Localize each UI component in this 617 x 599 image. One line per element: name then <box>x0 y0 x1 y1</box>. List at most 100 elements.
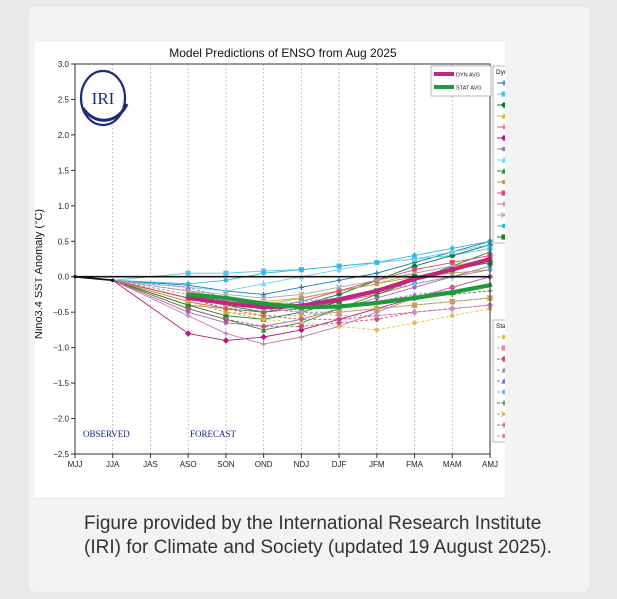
series-point <box>373 305 380 312</box>
legend-averages: DYN AVG STAT AVG <box>430 65 492 97</box>
x-tick-label: FMA <box>406 460 424 469</box>
series-point <box>336 284 343 291</box>
series-point <box>449 246 455 251</box>
x-tick-label: JJA <box>106 460 120 469</box>
series-point <box>260 323 267 330</box>
series-point <box>223 330 229 337</box>
legend-swatch-marker <box>501 124 505 130</box>
series-point <box>184 330 192 337</box>
legend-swatch-marker <box>500 134 505 142</box>
series-point <box>299 309 304 315</box>
series-point <box>185 284 191 290</box>
legend-swatch-marker <box>501 389 505 395</box>
series-point <box>411 291 418 298</box>
series-point <box>298 284 304 290</box>
legend-swatch-marker <box>501 190 505 196</box>
legend-swatch-marker <box>500 410 505 418</box>
legend-title: Dynamical Models <box>496 69 505 76</box>
series-point <box>412 253 417 258</box>
x-tick-label: MAM <box>443 460 462 469</box>
series-point <box>222 309 229 316</box>
legend-swatch-marker <box>501 367 505 373</box>
enso-plume-chart: Model Predictions of ENSO from Aug 2025 … <box>35 46 505 469</box>
series-point <box>412 285 417 290</box>
iri-logo-text: IRI <box>92 89 115 108</box>
legend-averages-box <box>430 65 492 97</box>
series-point <box>449 306 455 311</box>
series-point <box>185 281 191 287</box>
x-tick-label: ASO <box>180 460 197 469</box>
series-point <box>412 281 417 287</box>
series-point <box>335 319 343 327</box>
series-point <box>223 287 229 294</box>
series-point <box>261 341 267 347</box>
series-line <box>112 240 491 285</box>
legend-swatch-marker <box>501 113 505 119</box>
series-point <box>336 277 342 283</box>
y-tick-label: 1.5 <box>58 166 70 175</box>
forecast-label: FORECAST <box>190 429 237 439</box>
y-tick-label: −0.5 <box>53 308 69 317</box>
series-point <box>223 306 229 312</box>
x-tick-label: JAS <box>143 460 158 469</box>
series-point <box>298 326 305 334</box>
y-tick-label: 0.5 <box>58 237 70 246</box>
series-line <box>112 244 491 292</box>
x-tick-label: MJJ <box>68 460 83 469</box>
legend-box <box>492 65 505 244</box>
series-point <box>449 259 455 266</box>
legend-swatch-marker <box>501 223 505 229</box>
series-point <box>223 277 229 283</box>
series-point <box>261 316 266 322</box>
legend-swatch-marker <box>501 146 505 152</box>
series-point <box>336 266 342 273</box>
series-point <box>223 270 229 276</box>
legend-swatch-marker <box>501 422 505 428</box>
x-tick-label: SON <box>217 460 235 469</box>
y-tick-label: 2.5 <box>58 95 70 104</box>
average-series <box>186 256 493 310</box>
legend-dynamical-models: Dynamical ModelsAUS ACCESSBCC CMIPCMC CA… <box>492 65 505 244</box>
legend-swatch-marker <box>501 234 505 240</box>
series-point <box>184 305 192 312</box>
series-point <box>298 334 304 340</box>
legend-swatch-marker <box>501 168 505 174</box>
series-point <box>374 270 380 276</box>
x-tick-label: DJF <box>332 460 347 469</box>
y-tick-label: 1.0 <box>58 202 70 211</box>
series-point <box>299 267 304 272</box>
series-point <box>298 291 305 298</box>
observed-point <box>110 278 115 283</box>
legend-swatch-marker <box>501 179 505 185</box>
series-point <box>261 291 267 298</box>
enso-chart-figure: Model Predictions of ENSO from Aug 2025 … <box>35 42 505 497</box>
series-point <box>449 298 456 305</box>
series-point <box>373 277 380 284</box>
chart-title: Model Predictions of ENSO from Aug 2025 <box>169 46 397 60</box>
series-line <box>112 279 491 327</box>
legend-swatch-marker <box>500 211 505 219</box>
series-point <box>336 288 342 294</box>
series-point <box>374 291 380 298</box>
plot-frame <box>74 63 491 455</box>
legend-swatch-marker <box>500 101 505 109</box>
series-point <box>185 270 191 276</box>
legend-swatch-marker <box>501 80 505 86</box>
series-point <box>411 256 418 262</box>
series-point <box>261 326 267 333</box>
series-point <box>412 309 417 315</box>
series-point <box>261 280 267 287</box>
legend-statistical-models: Statistical ModelsBCC RZDMCPC CACPC MRKO… <box>492 319 505 443</box>
y-tick-label: −1.5 <box>53 379 69 388</box>
series-point <box>336 263 342 269</box>
legend-swatch-marker <box>501 157 505 163</box>
series-point <box>411 302 418 309</box>
series-point <box>336 313 342 319</box>
y-tick-label: −1.0 <box>53 344 69 353</box>
average-line-stat-avg <box>186 283 493 310</box>
y-tick-label: −2.0 <box>53 415 69 424</box>
series-line <box>112 279 491 320</box>
series-point <box>449 248 455 255</box>
legend-swatch-marker <box>500 355 505 363</box>
series-point <box>298 312 305 319</box>
